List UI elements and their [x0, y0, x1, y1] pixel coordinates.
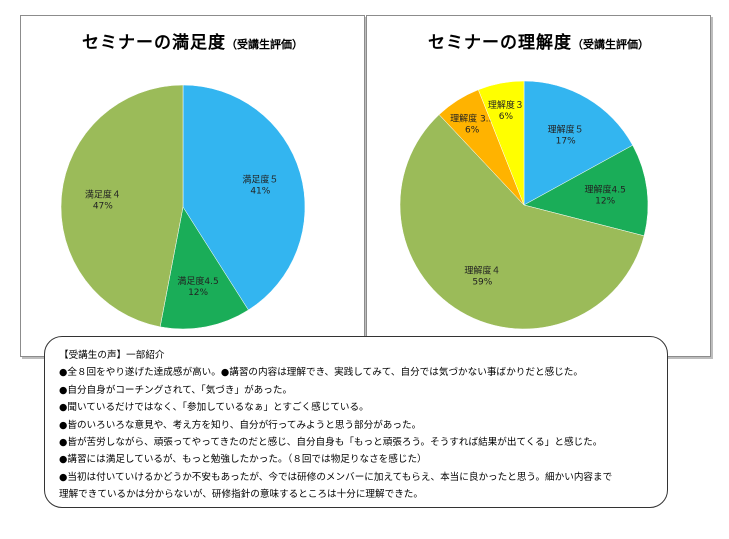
- comment-item: ●聞いているだけではなく、「参加しているなぁ」とすごく感じている。: [59, 402, 369, 414]
- comments-title: 【受講生の声】一部紹介: [59, 350, 165, 361]
- understanding-chart-title: セミナーの理解度（受講生評価）: [428, 33, 649, 53]
- understanding-slice-pct-1: 12%: [595, 197, 615, 207]
- comment-item: ●皆のいろいろな意見や、考え方を知り、自分が行ってみようと思う部分があった。: [59, 419, 422, 431]
- understanding-chart-subtitle: （受講生評価）: [572, 38, 649, 51]
- satisfaction-slice-pct-0: 41%: [250, 187, 270, 197]
- student-comments-box: 【受講生の声】一部紹介 ●全８回をやり遂げた達成感が高い。●講習の内容は理解でき…: [44, 336, 668, 508]
- satisfaction-chart-subtitle: （受講生評価）: [226, 38, 303, 51]
- comment-item: ●自分自身がコーチングされて、「気づき」があった。: [59, 384, 293, 396]
- satisfaction-chart-panel: セミナーの満足度（受講生評価） 満足度５ 41% 満足度4.5 12% 満足度４ 47%: [20, 15, 365, 357]
- satisfaction-chart-title: セミナーの満足度（受講生評価）: [82, 33, 303, 53]
- understanding-slice-pct-3: 6%: [465, 125, 480, 135]
- comment-item: ●当初は付いていけるかどうか不安もあったが、今では研修のメンバーに加えてもらえ、…: [59, 471, 613, 483]
- understanding-slice-0: [523, 80, 634, 206]
- understanding-slice-1: [523, 144, 649, 237]
- understanding-slice-pct-4: 6%: [499, 112, 514, 122]
- comment-item: ●全８回をやり遂げた達成感が高い。●講習の内容は理解でき、実践してみて、自分では…: [59, 367, 583, 379]
- understanding-slice-pct-0: 17%: [556, 137, 576, 147]
- satisfaction-slice-label-2: 満足度４: [85, 188, 121, 200]
- satisfaction-slice-0: [182, 84, 306, 311]
- understanding-slice-pct-2: 59%: [472, 277, 492, 287]
- satisfaction-slice-label-1: 満足度4.5: [177, 275, 218, 287]
- understanding-chart-panel: セミナーの理解度（受講生評価） 理解度５ 17% 理解度4.5 12% 理解度４ 59% 理…: [366, 15, 711, 357]
- understanding-slice-label-0: 理解度５: [548, 124, 584, 136]
- satisfaction-slice-pct-1: 12%: [188, 288, 208, 298]
- understanding-slice-2: [399, 114, 645, 330]
- satisfaction-slice-label-0: 満足度５: [242, 174, 278, 186]
- comment-item: ●皆が苦労しながら、頑張ってやってきたのだと感じ、自分自身も「もっと頑張ろう。そ…: [59, 437, 603, 449]
- understanding-slice-label-3: 理解度 3.5: [450, 112, 494, 124]
- understanding-slice-4: [478, 80, 525, 206]
- understanding-slice-label-1: 理解度4.5: [585, 184, 626, 196]
- comment-item-continuation: 理解できているかは分からないが、研修指針の意味するところは十分に理解できた。: [59, 489, 423, 501]
- comment-item: ●講習には満足しているが、もっと勉強したかった。（８回では物足りなさを感じた）: [59, 454, 427, 466]
- satisfaction-slice-1: [159, 206, 249, 330]
- understanding-slice-label-2: 理解度４: [464, 264, 500, 276]
- satisfaction-slice-pct-2: 47%: [93, 201, 113, 211]
- satisfaction-slice-2: [60, 84, 184, 328]
- understanding-slice-label-4: 理解度３: [488, 99, 524, 111]
